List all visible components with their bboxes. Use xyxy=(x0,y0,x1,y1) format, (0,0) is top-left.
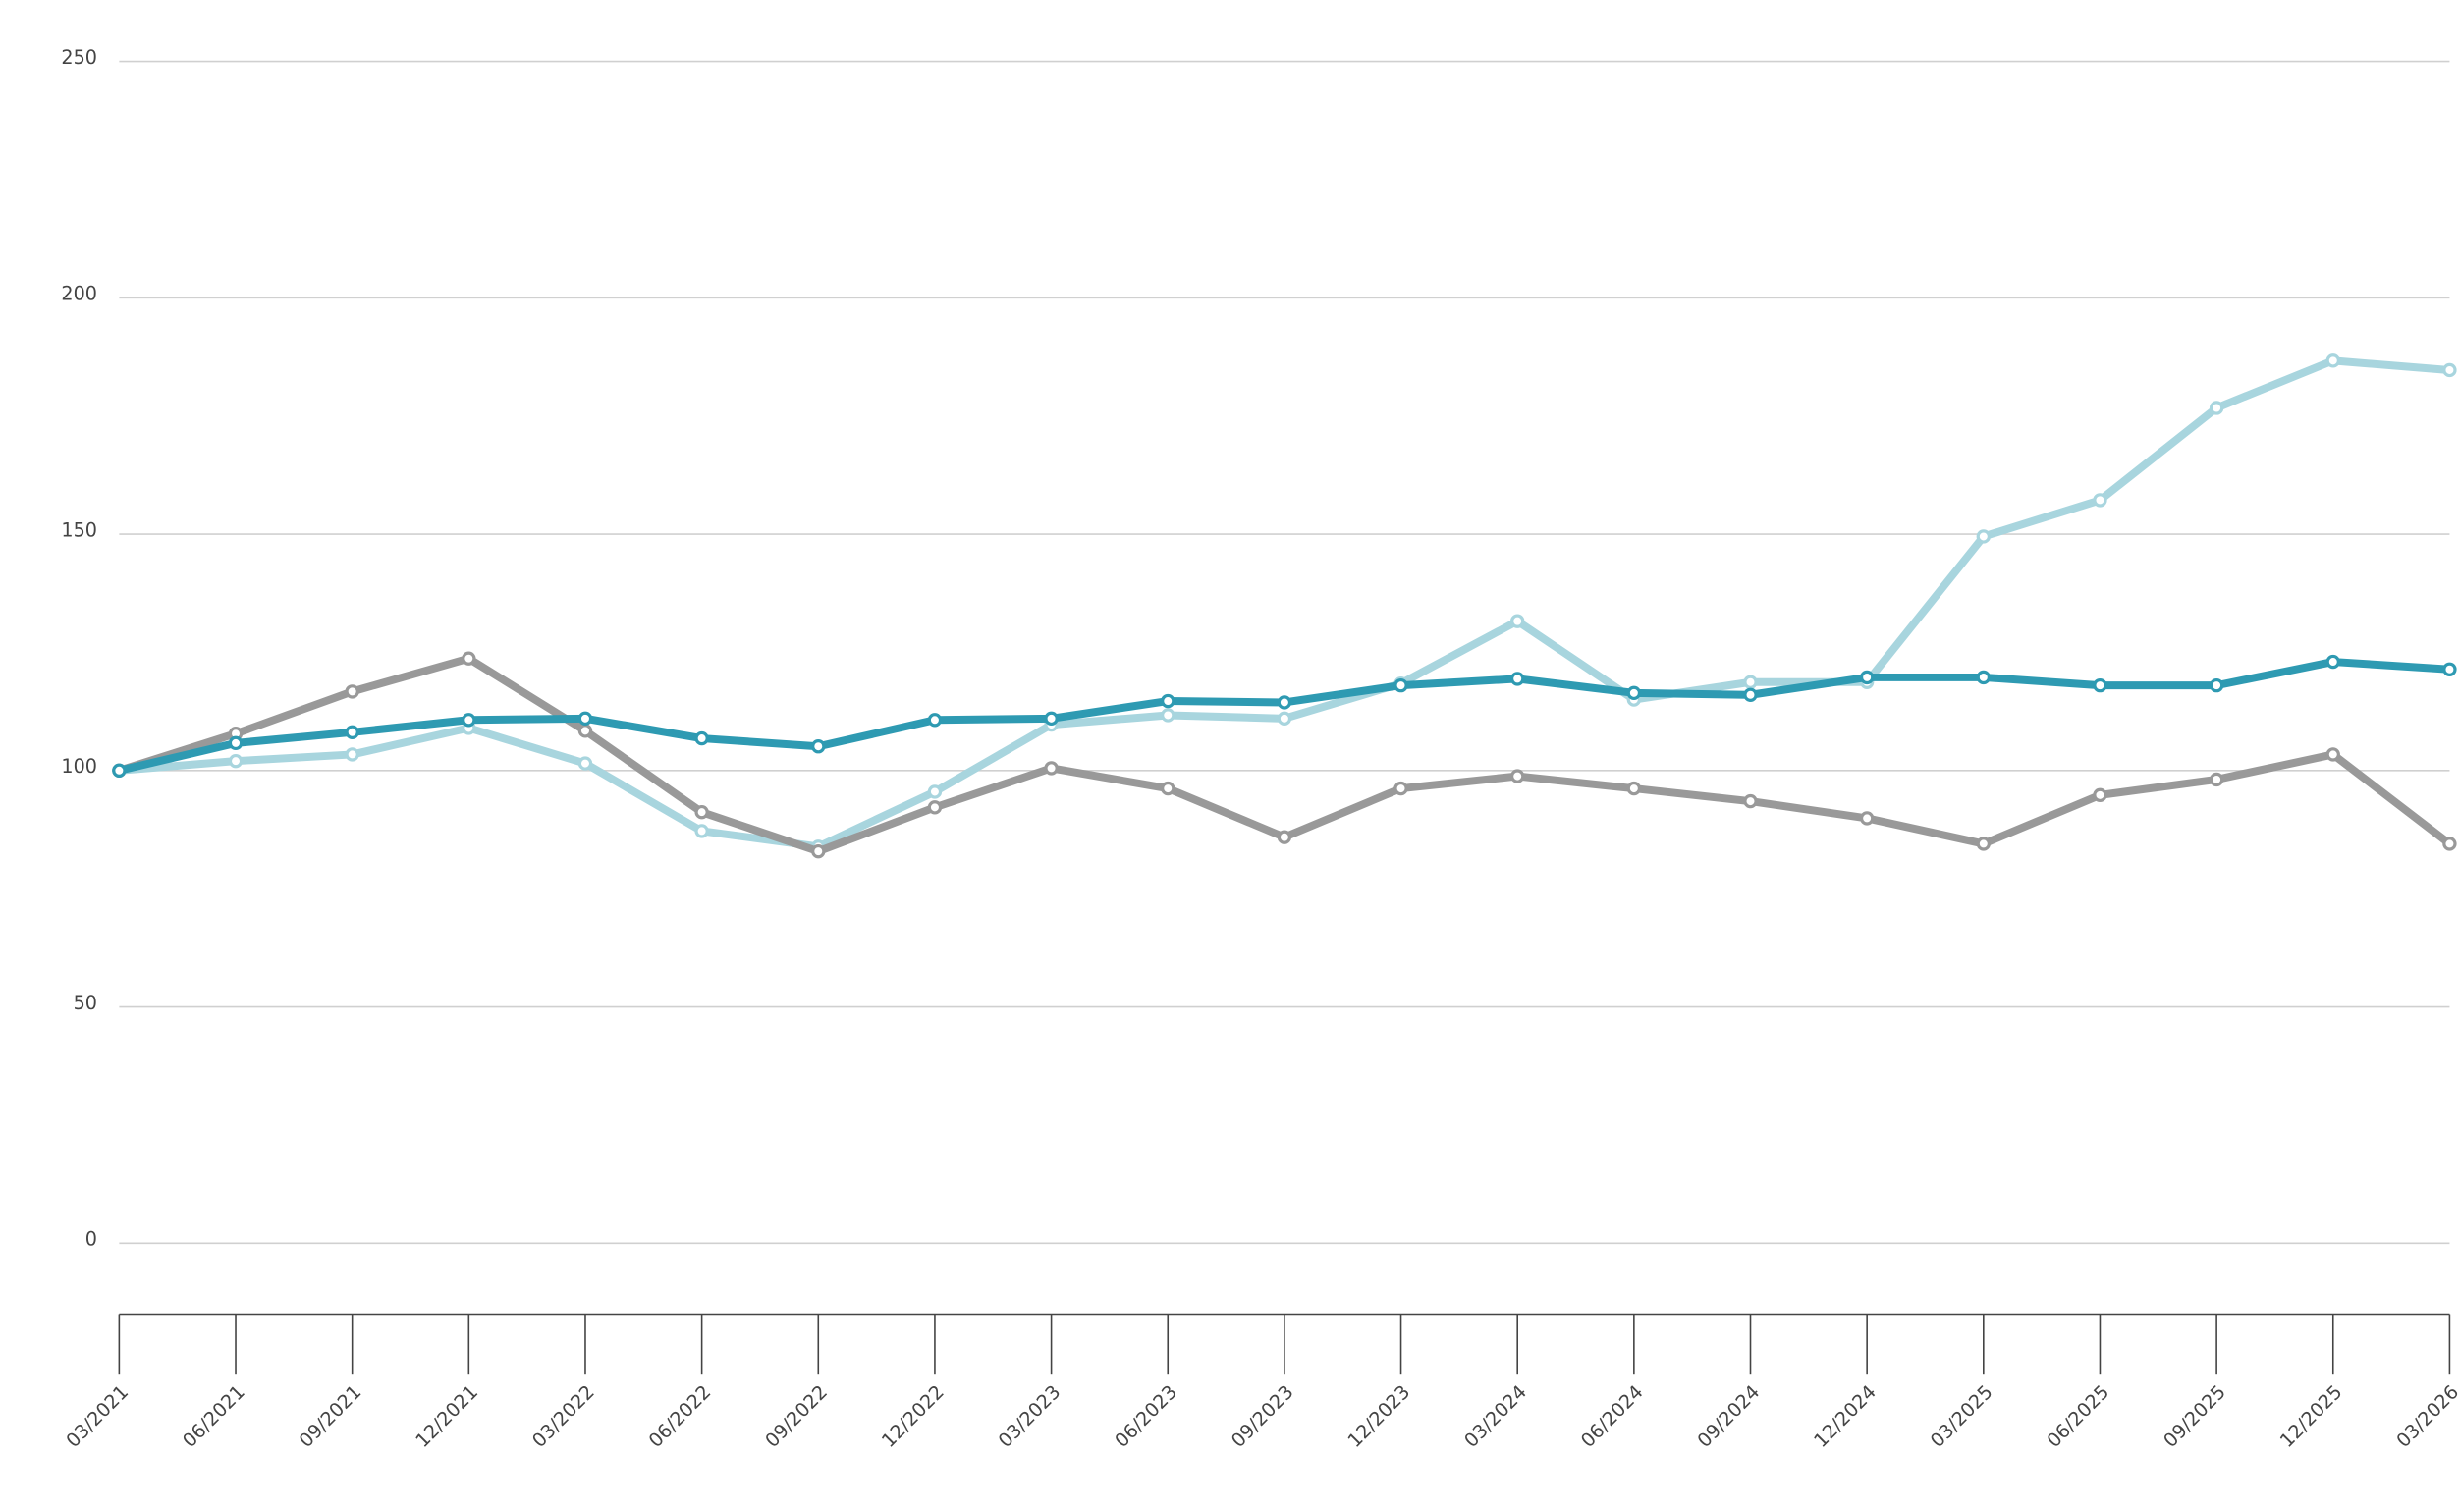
data-point xyxy=(1277,711,1292,727)
x-tick-label: 09/2024 xyxy=(1693,1380,1765,1452)
data-point xyxy=(462,713,476,728)
x-tick-label: 12/2024 xyxy=(1809,1380,1881,1452)
y-tick-label: 50 xyxy=(74,992,97,1014)
data-point xyxy=(2209,677,2224,693)
data-point xyxy=(927,784,943,799)
x-tick-label: 06/2025 xyxy=(2043,1380,2114,1452)
data-point xyxy=(2325,353,2340,368)
x-tick-label: 06/2021 xyxy=(178,1380,249,1452)
x-tick-label: 12/2025 xyxy=(2275,1380,2347,1452)
data-point xyxy=(2093,787,2107,803)
data-point xyxy=(694,824,709,838)
data-point xyxy=(1510,769,1525,783)
x-tick-label: 03/2024 xyxy=(1459,1380,1531,1452)
x-tick-label: 06/2022 xyxy=(644,1380,716,1452)
data-point xyxy=(2325,747,2340,762)
data-point xyxy=(1743,687,1758,702)
data-point xyxy=(811,843,826,859)
data-point xyxy=(927,800,943,815)
data-point xyxy=(112,763,127,778)
data-point xyxy=(1277,830,1292,844)
y-tick-label: 100 xyxy=(61,755,97,778)
data-point xyxy=(1044,761,1059,776)
data-point xyxy=(577,756,593,771)
data-point xyxy=(694,730,709,746)
y-tick-label: 200 xyxy=(61,283,97,305)
x-tick-label: 09/2023 xyxy=(1227,1380,1298,1452)
x-tick-label: 03/2025 xyxy=(1926,1380,1997,1452)
y-tick-label: 0 xyxy=(85,1228,97,1251)
data-point xyxy=(1626,685,1642,701)
data-point xyxy=(1510,614,1525,628)
data-point xyxy=(2442,362,2457,378)
data-point xyxy=(2093,677,2107,693)
data-point xyxy=(2442,837,2457,851)
data-point xyxy=(345,684,359,699)
data-point xyxy=(1976,837,1991,851)
data-point xyxy=(1976,529,1991,544)
data-point xyxy=(228,735,244,751)
data-point xyxy=(1277,695,1292,710)
x-tick-label: 03/2022 xyxy=(527,1380,599,1452)
data-point xyxy=(2093,493,2107,508)
x-tick-label: 12/2022 xyxy=(877,1380,949,1452)
data-point xyxy=(1976,670,1991,685)
data-point xyxy=(1859,670,1875,685)
data-point xyxy=(1743,675,1758,689)
x-tick-label: 09/2021 xyxy=(295,1380,366,1452)
data-point xyxy=(1859,811,1875,826)
data-point xyxy=(2209,772,2224,787)
data-point xyxy=(1044,711,1059,727)
data-point xyxy=(2325,654,2340,670)
data-point xyxy=(345,725,359,739)
series-line xyxy=(119,356,2450,851)
data-point xyxy=(1161,708,1175,723)
data-point xyxy=(694,804,709,820)
x-tick-label: 03/2023 xyxy=(994,1380,1066,1452)
x-tick-label: 09/2025 xyxy=(2158,1380,2230,1452)
data-point xyxy=(927,713,943,728)
data-point xyxy=(1510,672,1525,686)
x-tick-label: 06/2023 xyxy=(1111,1380,1182,1452)
data-point xyxy=(811,739,826,754)
data-point xyxy=(345,747,359,762)
x-tick-label: 03/2026 xyxy=(2392,1380,2459,1452)
x-tick-label: 12/2023 xyxy=(1343,1380,1415,1452)
data-point xyxy=(1393,677,1408,693)
data-point xyxy=(462,651,476,666)
data-point xyxy=(577,724,593,738)
data-point xyxy=(2442,662,2457,676)
data-point xyxy=(1393,781,1408,796)
x-tick-label: 09/2022 xyxy=(761,1380,833,1452)
x-tick-label: 06/2024 xyxy=(1576,1380,1648,1452)
data-point xyxy=(1743,793,1758,809)
x-tick-label: 12/2021 xyxy=(411,1380,483,1452)
data-point xyxy=(1161,693,1175,709)
data-point xyxy=(2209,401,2224,415)
data-point xyxy=(228,753,244,769)
data-point xyxy=(577,711,593,727)
y-tick-label: 250 xyxy=(61,46,97,69)
data-point xyxy=(1626,781,1642,796)
x-tick-label: 03/2021 xyxy=(62,1380,134,1452)
data-point xyxy=(1161,781,1175,796)
y-tick-label: 150 xyxy=(61,518,97,541)
